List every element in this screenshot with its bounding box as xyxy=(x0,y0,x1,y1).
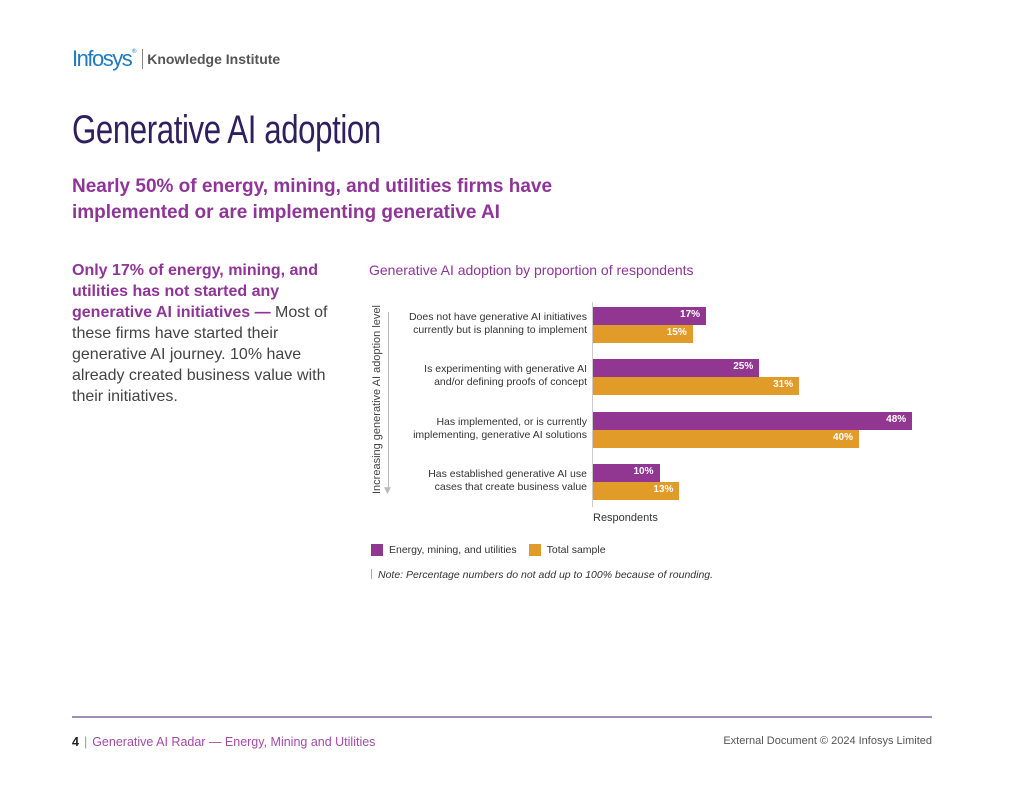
bar-energy: 17% xyxy=(593,307,707,325)
down-arrow-icon: ▼ xyxy=(384,486,391,496)
y-axis-label-text: Increasing generative AI adoption level xyxy=(371,305,383,494)
bar-energy: 48% xyxy=(593,412,913,430)
page-title: Generative AI adoption xyxy=(72,108,381,152)
document-title: Generative AI Radar — Energy, Mining and… xyxy=(92,735,376,749)
bar-energy: 10% xyxy=(593,464,660,482)
category-label: Is experimenting with generative AI and/o… xyxy=(387,363,587,389)
y-axis-label: Increasing generative AI adoption level xyxy=(371,305,385,494)
category-label: Has implemented, or is currently implemen… xyxy=(387,416,587,442)
brand-name: Infosys xyxy=(72,46,133,71)
logo-divider xyxy=(142,49,144,69)
category-label-line: Does not have generative AI initiatives xyxy=(408,311,587,323)
bar-value-label: 48% xyxy=(886,414,907,425)
category-label-line: currently but is planning to implement xyxy=(413,324,587,336)
bar-value-label: 25% xyxy=(733,361,754,372)
bar-total: 13% xyxy=(593,482,680,500)
category-label: Does not have generative AI initiatives c… xyxy=(387,311,587,337)
page-subtitle: Nearly 50% of energy, mining, and utilit… xyxy=(72,176,553,223)
bar-total: 15% xyxy=(593,325,693,343)
y-axis-line xyxy=(592,302,593,507)
footer-divider xyxy=(72,716,932,718)
bar-value-label: 17% xyxy=(680,309,701,320)
footer-left: 4 | Generative AI Radar — Energy, Mining a… xyxy=(72,735,375,749)
registered-mark: ® xyxy=(131,47,138,55)
category-label-line: implementing, generative AI solutions xyxy=(413,429,587,441)
sidebar-body: Most of these firms have started their g… xyxy=(72,304,328,405)
legend-label-energy: Energy, mining, and utilities xyxy=(389,544,517,556)
copyright: External Document © 2024 Infosys Limited xyxy=(723,735,932,747)
legend-swatch-total xyxy=(528,544,541,556)
legend-item-energy: Energy, mining, and utilities xyxy=(371,544,517,556)
note-marker xyxy=(371,569,372,579)
bar-value-label: 15% xyxy=(666,327,687,338)
legend-item-total: Total sample xyxy=(528,544,606,556)
footer-separator: | xyxy=(83,735,88,749)
category-label-line: Has established generative AI use xyxy=(428,468,587,480)
bar-total: 31% xyxy=(593,377,800,395)
bar-energy: 25% xyxy=(593,359,760,377)
bar-value-label: 13% xyxy=(653,484,674,495)
bar-value-label: 31% xyxy=(773,379,794,390)
chart-note: Note: Percentage numbers do not add up t… xyxy=(371,569,713,581)
x-axis-label: Respondents xyxy=(593,512,658,524)
bar-value-label: 10% xyxy=(633,466,654,477)
sidebar-text: Only 17% of energy, mining, and utilitie… xyxy=(72,260,347,407)
note-text: Note: Percentage numbers do not add up t… xyxy=(378,569,714,581)
category-label: Has established generative AI use cases t… xyxy=(387,468,587,494)
legend: Energy, mining, and utilities Total samp… xyxy=(371,544,618,556)
page-number: 4 xyxy=(72,735,79,749)
legend-swatch-energy xyxy=(371,544,383,556)
bar-value-label: 40% xyxy=(832,432,853,443)
sidebar-dash: — xyxy=(250,304,276,321)
category-label-line: Has implemented, or is currently xyxy=(436,416,587,428)
infosys-logo: Infosys ® Knowledge Institute xyxy=(72,46,280,72)
legend-label-total: Total sample xyxy=(546,544,606,556)
category-label-line: cases that create business value xyxy=(434,481,587,493)
y-axis-arrow-line xyxy=(388,312,389,490)
sidebar-highlight: Only 17% of energy, mining, and utilitie… xyxy=(72,262,318,321)
chart-title: Generative AI adoption by proportion of … xyxy=(369,262,694,278)
category-label-line: Is experimenting with generative AI xyxy=(424,363,587,375)
bar-total: 40% xyxy=(593,430,859,448)
category-label-line: and/or defining proofs of concept xyxy=(434,376,587,388)
institute-name: Knowledge Institute xyxy=(147,51,281,67)
